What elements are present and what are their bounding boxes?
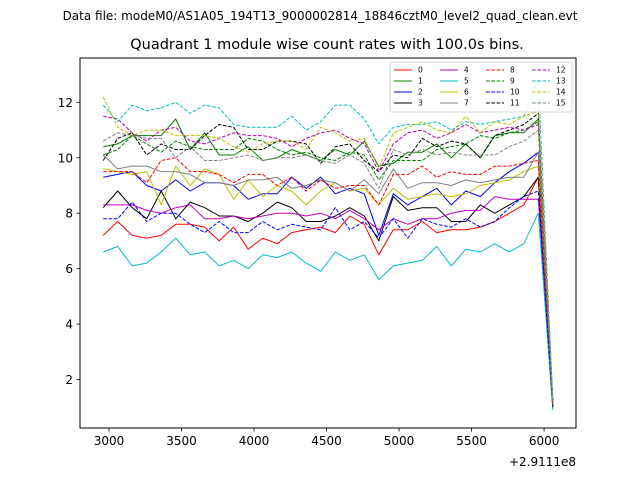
- series-line-9: [103, 121, 554, 405]
- y-tick-label: 4: [65, 318, 73, 332]
- series-line-12: [103, 115, 554, 402]
- legend-label-13: 13: [556, 77, 566, 86]
- legend-label-10: 10: [510, 88, 520, 97]
- y-tick-label: 10: [58, 151, 73, 165]
- legend-label-9: 9: [510, 77, 515, 86]
- x-tick-label: 4000: [239, 434, 270, 448]
- series-line-7: [102, 151, 554, 402]
- legend-label-7: 7: [464, 99, 469, 108]
- plot-area: [102, 79, 554, 411]
- y-tick-label: 8: [65, 207, 73, 221]
- y-tick-label: 6: [65, 262, 73, 276]
- x-offset-label: +2.9111e8: [509, 455, 576, 469]
- series-line-14: [102, 96, 554, 402]
- series-line-13: [102, 79, 554, 399]
- axes-frame: [79, 57, 577, 429]
- series-line-5: [103, 212, 554, 411]
- y-tick-label: 12: [58, 96, 73, 110]
- y-tick-label: 2: [65, 373, 73, 387]
- series-line-6: [103, 165, 554, 405]
- legend-label-11: 11: [510, 99, 520, 108]
- legend-box: [389, 61, 573, 113]
- y-axis: 2 4 6 8 10 12: [58, 96, 80, 387]
- x-tick-label: 3000: [94, 434, 125, 448]
- legend-label-14: 14: [556, 88, 566, 97]
- series-line-2: [103, 151, 554, 408]
- x-tick-label: 5000: [384, 434, 415, 448]
- series-line-4: [103, 196, 554, 408]
- legend-label-1: 1: [418, 77, 423, 86]
- figure-supertitle: Data file: modeM0/AS1A05_194T13_90000028…: [63, 9, 578, 23]
- legend-label-6: 6: [464, 88, 469, 97]
- series-line-11: [102, 112, 554, 402]
- legend-label-15: 15: [556, 99, 566, 108]
- legend-label-8: 8: [510, 66, 515, 75]
- legend-label-4: 4: [464, 66, 469, 75]
- legend-label-12: 12: [556, 66, 566, 75]
- x-tick-label: 6000: [529, 434, 560, 448]
- legend-label-5: 5: [464, 77, 469, 86]
- x-tick-label: 5500: [456, 434, 487, 448]
- series-line-10: [103, 190, 554, 408]
- legend-label-0: 0: [418, 66, 423, 75]
- series-line-0: [102, 176, 554, 405]
- series-line-8: [103, 157, 554, 405]
- legend-label-3: 3: [418, 99, 423, 108]
- x-axis: 3000 3500 4000 4500 5000 5500 6000: [94, 428, 560, 448]
- legend-label-2: 2: [418, 88, 423, 97]
- x-tick-label: 3500: [166, 434, 197, 448]
- series-line-15: [102, 129, 554, 405]
- chart-title: Quadrant 1 module wise count rates with …: [130, 37, 524, 53]
- x-tick-label: 4500: [311, 434, 342, 448]
